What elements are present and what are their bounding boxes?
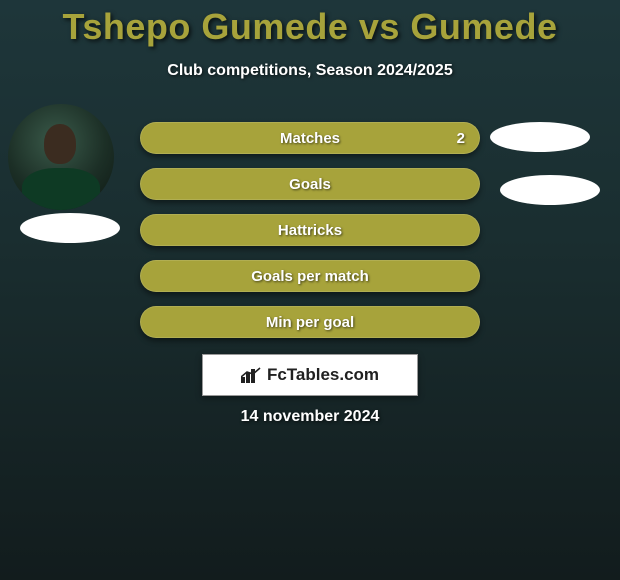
stat-label: Goals per match bbox=[251, 268, 369, 285]
chart-icon bbox=[241, 367, 261, 383]
generated-date: 14 november 2024 bbox=[0, 408, 620, 426]
stat-row: Hattricks bbox=[140, 214, 480, 246]
value-pill-right-1 bbox=[490, 122, 590, 152]
comparison-subtitle: Club competitions, Season 2024/2025 bbox=[0, 62, 620, 80]
stat-row: Matches 2 bbox=[140, 122, 480, 154]
player-left-avatar bbox=[8, 104, 114, 210]
stat-label: Goals bbox=[289, 176, 331, 193]
stat-label: Min per goal bbox=[266, 314, 354, 331]
avatar-body-shape bbox=[22, 168, 100, 210]
stat-row: Min per goal bbox=[140, 306, 480, 338]
avatar-head-shape bbox=[44, 124, 76, 164]
stat-right-value: 2 bbox=[457, 130, 465, 147]
brand-text: FcTables.com bbox=[267, 365, 379, 385]
value-pill-right-2 bbox=[500, 175, 600, 205]
stat-row: Goals bbox=[140, 168, 480, 200]
comparison-title: Tshepo Gumede vs Gumede bbox=[0, 0, 620, 48]
stats-rows: Matches 2 Goals Hattricks Goals per match Min… bbox=[140, 122, 480, 352]
value-pill-left bbox=[20, 213, 120, 243]
stat-row: Goals per match bbox=[140, 260, 480, 292]
stat-label: Matches bbox=[280, 130, 340, 147]
brand-box[interactable]: FcTables.com bbox=[202, 354, 418, 396]
stat-label: Hattricks bbox=[278, 222, 342, 239]
